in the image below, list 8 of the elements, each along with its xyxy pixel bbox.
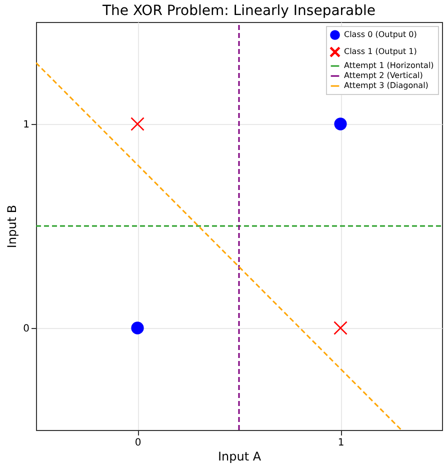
legend-label: Class 0 (Output 0) bbox=[344, 30, 417, 39]
y-axis-title: Input B bbox=[5, 204, 20, 248]
legend-label: Attempt 3 (Diagonal) bbox=[344, 81, 428, 90]
legend-label: Attempt 2 (Vertical) bbox=[344, 71, 423, 80]
chart-title: The XOR Problem: Linearly Inseparable bbox=[101, 3, 376, 19]
x-axis-title: Input A bbox=[218, 450, 262, 464]
legend-label: Attempt 1 (Horizontal) bbox=[344, 61, 434, 70]
legend-label: Class 1 (Output 1) bbox=[344, 47, 417, 56]
